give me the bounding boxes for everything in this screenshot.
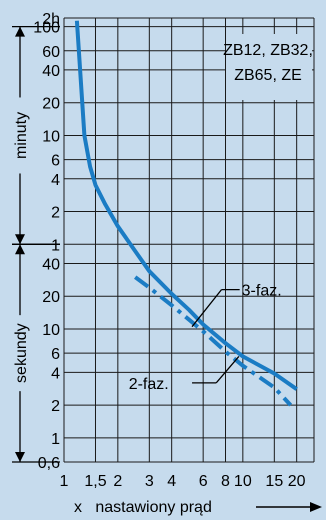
series-callout-line: [215, 355, 240, 384]
y-tick-label: 40: [42, 256, 60, 273]
y-tick-label: 2: [51, 205, 60, 222]
series-line-2-faz: [134, 275, 293, 407]
series-line-3-faz: [74, 20, 298, 391]
x-tick-label: 8: [221, 473, 230, 490]
y-tick-label: 6: [51, 346, 60, 363]
x-tick-label: 10: [234, 473, 252, 490]
x-tick-label: 2: [113, 473, 122, 490]
x-tick-label: 15: [265, 473, 283, 490]
series-label: 3-faz.: [242, 283, 282, 300]
x-tick-label: 1,5: [84, 473, 106, 490]
arrow-up-icon: [15, 244, 25, 255]
y-tick-label: 0,6: [38, 455, 60, 472]
unit-band-label: sekundy: [13, 323, 30, 383]
x-tick-label: 4: [167, 473, 176, 490]
y-tick-label: 10: [42, 128, 60, 145]
unit-bands: minuty sekundy: [12, 25, 60, 463]
y-tick-label: 1: [51, 431, 60, 448]
arrow-up-icon: [15, 26, 25, 37]
x-tick-labels: 1 1,5 2 3 4 6 8 10 15 20: [60, 473, 306, 490]
y-tick-label: 4: [51, 172, 60, 189]
y-tick-label: 20: [42, 289, 60, 306]
x-tick-label: 6: [199, 473, 208, 490]
series-lines: [74, 20, 298, 407]
series-label: 2-faz.: [129, 376, 169, 393]
annotation-line-2: ZB65, ZE: [234, 67, 302, 84]
arrow-down-icon: [15, 234, 25, 245]
x-tick-label: 1: [60, 473, 69, 490]
x-tick-label: 3: [145, 473, 154, 490]
y-tick-label: 100: [33, 20, 60, 37]
x-axis-label: x nastawiony prąd: [74, 499, 212, 516]
y-tick-label: 10: [42, 322, 60, 339]
y-tick-label: 1: [51, 237, 60, 254]
unit-band-label: minuty: [13, 112, 30, 159]
y-tick-label: 6: [51, 153, 60, 170]
annotation-box: [226, 34, 312, 100]
series-callout-line: [191, 289, 223, 328]
y-tick-label: 4: [51, 365, 60, 382]
y-tick-label: 60: [42, 44, 60, 61]
series-labels: 3-faz. 2-faz.: [129, 283, 282, 393]
arrow-down-icon: [15, 452, 25, 462]
x-axis-arrow-icon: [256, 502, 322, 512]
y-tick-label: 2: [51, 398, 60, 415]
annotation-line-1: ZB12, ZB32,: [223, 42, 313, 59]
y-tick-label: 20: [42, 96, 60, 113]
x-tick-label: 20: [288, 473, 306, 490]
y-tick-label: 40: [42, 63, 60, 80]
y-tick-label: 2h: [42, 11, 60, 28]
